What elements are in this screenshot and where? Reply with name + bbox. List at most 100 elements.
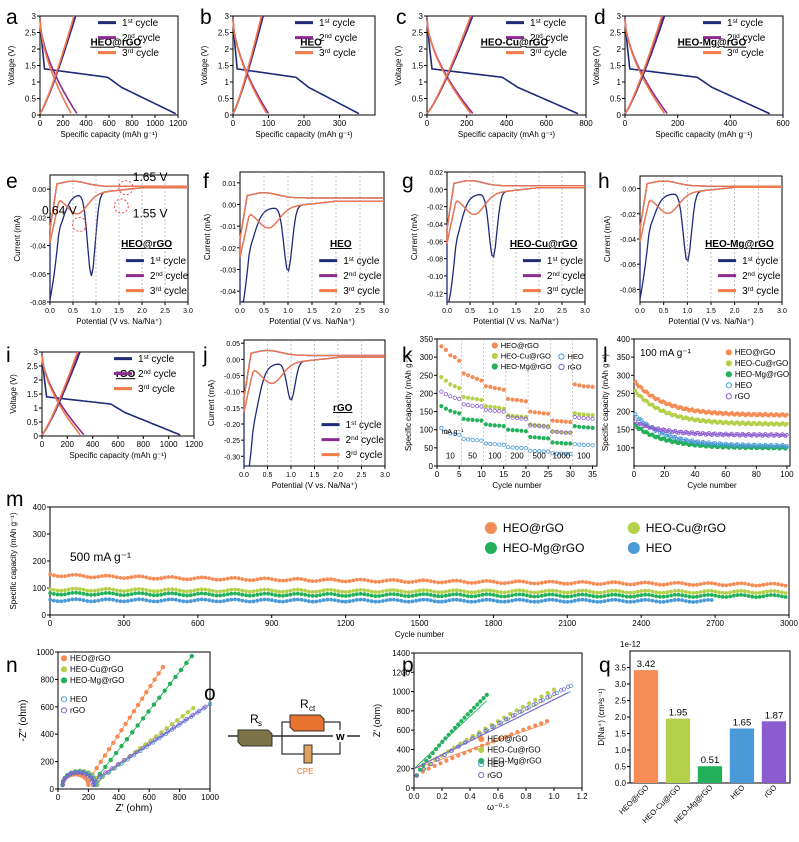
data-point: [443, 392, 448, 397]
data-point: [403, 594, 407, 598]
peak-label: 0.64 V: [42, 204, 77, 218]
legend-marker: [478, 746, 485, 754]
data-point: [221, 589, 226, 593]
data-point: [678, 429, 682, 434]
data-point: [656, 406, 661, 410]
data-point: [425, 592, 430, 597]
data-point: [602, 581, 607, 586]
data-point: [457, 411, 462, 416]
data-point: [443, 593, 448, 598]
data-point: [639, 394, 644, 399]
data-point: [391, 578, 396, 582]
x-axis-label: Z′ (ohm): [116, 803, 153, 814]
data-point: [488, 592, 492, 597]
legend-marker: [558, 363, 565, 371]
x-axis-label: Specific capacity (mAh g⁻¹): [69, 451, 166, 460]
panel-letter-l: l: [603, 344, 608, 367]
data-point: [728, 590, 732, 595]
legend-entry: HEO@rGO: [735, 348, 776, 357]
data-point: [89, 593, 93, 597]
data-point: [98, 759, 103, 764]
y-axis-label: Specific capacity (mAh g⁻¹): [601, 354, 610, 451]
data-point: [373, 590, 378, 594]
data-point: [538, 698, 543, 704]
data-point: [284, 599, 289, 603]
y-tick-label: 3: [419, 12, 424, 21]
data-point: [124, 737, 130, 742]
data-point: [735, 589, 740, 593]
data-point: [214, 589, 219, 594]
y-tick-label: 0.5: [27, 418, 39, 427]
y-tick-label: 0.00: [429, 187, 443, 194]
data-point: [207, 701, 213, 707]
data-point: [417, 578, 422, 583]
data-point: [476, 580, 481, 584]
data-point: [698, 594, 703, 598]
panel-g: 0.0 0.5 1.0 1.5 2.0 2.5 3.0-0.12-0.10-0.08-0.0…: [410, 170, 590, 326]
data-point: [473, 580, 478, 585]
data-point: [388, 597, 393, 602]
y-tick-label: 0: [32, 111, 37, 120]
legend-entry: 2nd cycle: [346, 435, 385, 447]
data-point: [717, 594, 721, 599]
rct-label-sub: ct: [309, 704, 316, 713]
y-tick-label: -0.08: [620, 287, 636, 294]
data-point: [624, 590, 629, 595]
data-point: [576, 580, 581, 584]
data-point: [451, 592, 455, 597]
data-point: [550, 592, 555, 597]
data-point: [277, 593, 282, 598]
rate-label: 100: [488, 452, 502, 461]
data-point: [628, 590, 633, 595]
data-point: [595, 600, 599, 604]
data-point: [310, 599, 315, 604]
data-point: [436, 599, 441, 604]
data-point: [79, 770, 84, 776]
data-point: [135, 723, 140, 728]
data-point: [395, 588, 400, 593]
data-point: [210, 599, 215, 603]
y-tick-label: 3: [34, 348, 39, 357]
y-tick-label: 0.5: [615, 763, 627, 772]
data-point: [89, 575, 93, 580]
data-point: [288, 577, 293, 582]
data-point: [505, 414, 511, 420]
data-point: [244, 593, 249, 598]
data-point: [469, 581, 474, 585]
y-tick-label: 0.5: [412, 95, 424, 104]
legend-marker: [60, 655, 68, 662]
y-tick-label: -0.01: [220, 224, 236, 231]
data-point: [52, 588, 56, 592]
y-tick-label: 0: [50, 785, 55, 794]
data-point: [528, 409, 533, 414]
data-point: [72, 769, 78, 774]
bar: [697, 766, 723, 783]
panel-e: 0.0 0.5 1.0 1.5 2.0 2.5 3.0-0.08-0.06-0.04-0.0…: [13, 170, 193, 326]
data-point: [188, 599, 193, 604]
data-point: [240, 577, 245, 581]
data-point: [433, 747, 438, 752]
legend-marker: [725, 382, 732, 389]
data-point: [633, 388, 638, 393]
legend-marker: [60, 666, 68, 673]
data-point: [672, 589, 677, 593]
data-point: [772, 589, 777, 593]
y-tick-label: -0.10: [427, 274, 443, 281]
data-point: [680, 598, 684, 603]
x-tick-label: 600: [102, 119, 116, 128]
data-point: [229, 587, 234, 592]
data-point: [184, 660, 189, 666]
data-point: [521, 579, 526, 584]
rs-label-sub: s: [258, 719, 262, 728]
x-tick-label: 2.5: [357, 472, 367, 479]
x-tick-label: 3.0: [379, 308, 389, 315]
data-point: [510, 415, 515, 420]
data-point: [403, 599, 407, 604]
data-point: [474, 438, 480, 443]
y-tick-label: -0.30: [224, 454, 240, 461]
data-point: [258, 576, 263, 581]
data-point: [545, 436, 551, 441]
x-tick-label: 5: [457, 470, 462, 479]
y-tick-label: 200: [41, 758, 55, 767]
